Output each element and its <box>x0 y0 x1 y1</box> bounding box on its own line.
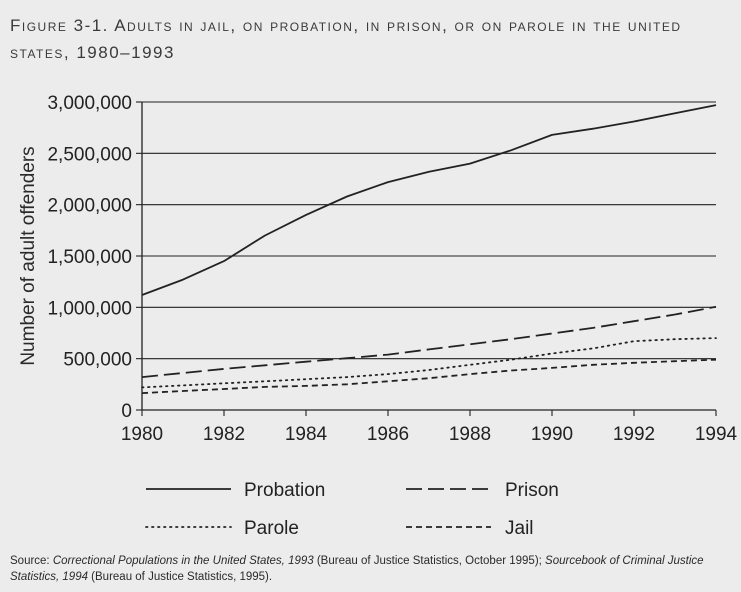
source-segment: (Bureau of Justice Statistics, 1995). <box>87 571 273 583</box>
series-line-probation <box>141 104 717 296</box>
x-tick-label: 1990 <box>531 424 573 445</box>
y-tick-label: 2,000,000 <box>47 196 132 217</box>
x-tick-label: 1992 <box>613 424 655 445</box>
y-tick-label: 3,000,000 <box>47 93 132 114</box>
y-axis-label: Number of adult offenders <box>18 146 39 365</box>
source-segment: (Bureau of Justice Statistics, October 1… <box>313 555 546 567</box>
legend-label-parole: Parole <box>244 518 299 539</box>
x-tick-label: 1982 <box>203 424 245 445</box>
legend-label-probation: Probation <box>244 480 325 501</box>
source-segment: Sourcebook of Criminal Justice Statistic… <box>10 555 704 583</box>
y-tick-label: 1,000,000 <box>47 298 132 319</box>
source-note: Source: Correctional Populations in the … <box>10 553 730 585</box>
series-line-jail <box>141 358 717 394</box>
legend: Probation Prison Parole Jail <box>145 480 559 539</box>
x-tick-label: 1986 <box>367 424 409 445</box>
series-line-parole <box>141 337 717 389</box>
x-tick-label: 1994 <box>695 424 738 445</box>
source-segment: Source: <box>10 555 53 567</box>
x-tick-label: 1988 <box>449 424 491 445</box>
y-tick-label: 500,000 <box>63 350 132 371</box>
x-tick-label: 1984 <box>285 424 328 445</box>
source-segment: Correctional Populations in the United S… <box>52 555 314 567</box>
series-line-prison <box>141 305 717 378</box>
legend-label-prison: Prison <box>505 480 559 501</box>
gridlines <box>142 101 716 411</box>
y-tick-label: 0 <box>121 401 132 422</box>
y-tick-label: 1,500,000 <box>47 247 132 268</box>
figure-title: Figure 3-1. Adults in jail, on probation… <box>10 16 682 62</box>
axes: 0 500,000 1,000,000 1,500,000 2,000,000 2,500… <box>47 93 737 445</box>
y-tick-label: 2,500,000 <box>47 144 132 165</box>
legend-label-jail: Jail <box>505 518 534 539</box>
x-tick-label: 1980 <box>121 424 163 445</box>
series-lines <box>141 104 717 394</box>
